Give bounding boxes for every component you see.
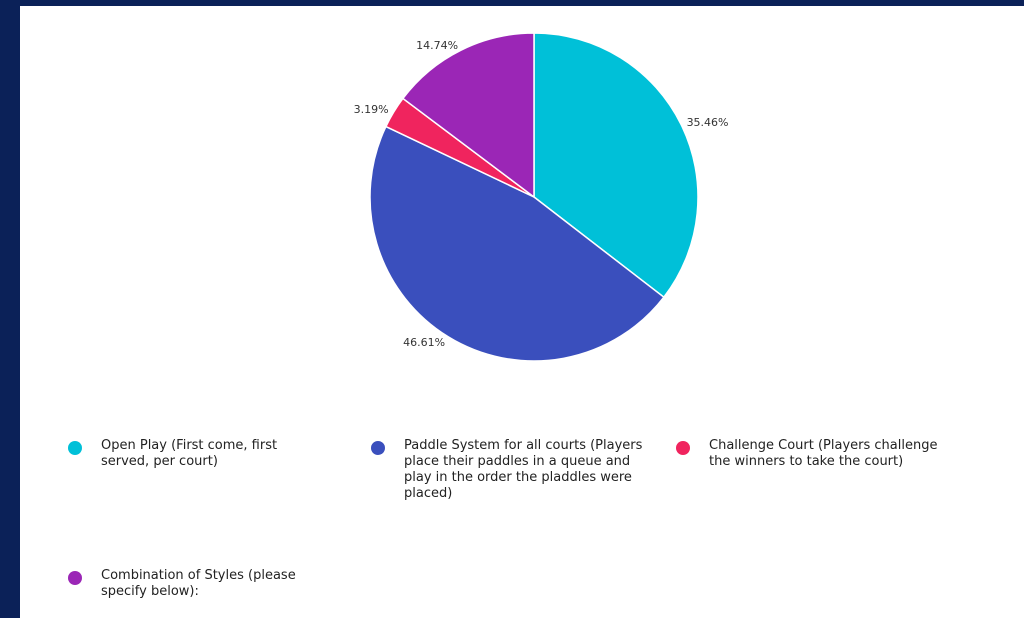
legend-marker-combination-of-styles	[68, 571, 82, 585]
pie-slice-open-play[interactable]	[533, 32, 699, 299]
legend-marker-open-play	[68, 441, 82, 455]
pie-slice-paddle-system[interactable]	[369, 125, 665, 362]
legend-label-challenge-court: Challenge Court (Players challenge the w…	[709, 438, 938, 469]
slice-value-label-challenge-court: 3.19%	[354, 103, 389, 116]
legend-marker-paddle-system	[371, 441, 385, 455]
legend-label-combination-of-styles: Combination of Styles (please specify be…	[101, 568, 296, 599]
slice-value-label-paddle-system: 46.61%	[403, 336, 445, 349]
slice-value-label-open-play: 35.46%	[687, 116, 729, 129]
pie-slice-combination-of-styles[interactable]	[401, 32, 535, 199]
legend-label-open-play: Open Play (First come, first served, per…	[101, 438, 278, 469]
pie-chart: 35.46% 46.61% 3.19% 14.74%	[354, 32, 729, 362]
chart-panel: 35.46% 46.61% 3.19% 14.74% Open Play (First…	[20, 6, 1024, 618]
legend-marker-challenge-court	[676, 441, 690, 455]
legend-label-paddle-system: Paddle System for all courts (Players pl…	[404, 438, 643, 501]
slice-value-label-combination-of-styles: 14.74%	[416, 39, 458, 52]
